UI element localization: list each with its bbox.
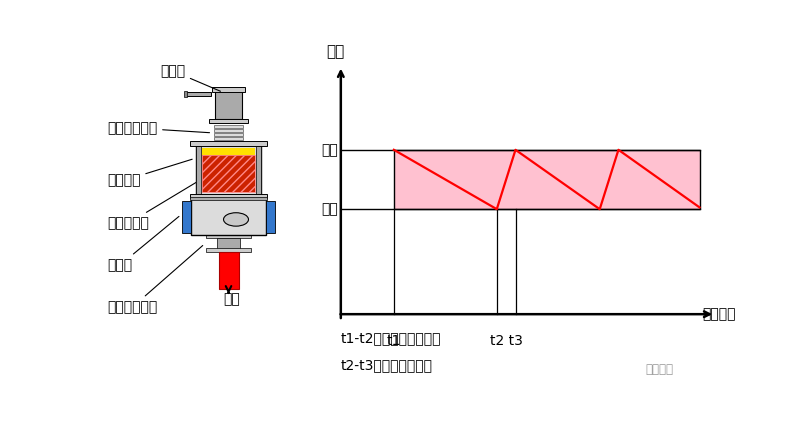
Text: 称重料仓: 称重料仓 (107, 159, 192, 187)
Text: t2-t3时间：重新装料: t2-t3时间：重新装料 (341, 358, 433, 372)
Bar (218, 252, 238, 290)
Bar (217, 238, 240, 249)
Text: 最高: 最高 (321, 143, 338, 157)
Bar (213, 137, 243, 140)
Text: t1: t1 (386, 334, 401, 348)
Bar (202, 155, 255, 192)
Bar (191, 198, 266, 235)
Text: 失重秤: 失重秤 (107, 216, 179, 272)
Bar (206, 234, 251, 238)
Bar (394, 150, 700, 209)
Text: 卸料: 卸料 (223, 292, 240, 306)
Text: t1-t2时间：重力式给料: t1-t2时间：重力式给料 (341, 332, 441, 346)
Text: 柔性出口连接: 柔性出口连接 (107, 245, 203, 314)
Bar (266, 201, 275, 233)
Bar (394, 150, 700, 209)
Bar (213, 129, 243, 132)
Bar (185, 92, 211, 95)
Bar (184, 91, 187, 97)
Bar (213, 125, 243, 128)
Bar (213, 141, 243, 144)
Text: 给料时间: 给料时间 (703, 307, 737, 321)
Bar (183, 201, 191, 233)
Bar (212, 87, 246, 92)
Bar (256, 144, 261, 194)
Text: 莙旋输送机: 莙旋输送机 (107, 182, 196, 231)
Bar (202, 155, 255, 192)
Bar (190, 194, 267, 198)
Bar (190, 141, 267, 146)
Text: 剑指工控: 剑指工控 (645, 363, 673, 376)
Circle shape (224, 213, 249, 226)
Text: t2 t3: t2 t3 (489, 334, 522, 348)
Bar (190, 198, 267, 200)
Text: 装料阀: 装料阀 (160, 64, 221, 91)
Bar (206, 249, 251, 252)
Bar (213, 133, 243, 136)
Text: 最低: 最低 (321, 202, 338, 216)
Text: 柔性入口连接: 柔性入口连接 (107, 121, 209, 135)
Bar (215, 88, 242, 119)
Bar (208, 119, 249, 123)
Bar (202, 148, 255, 155)
Text: 装料: 装料 (327, 44, 345, 59)
Bar (196, 144, 261, 194)
Bar (196, 144, 201, 194)
